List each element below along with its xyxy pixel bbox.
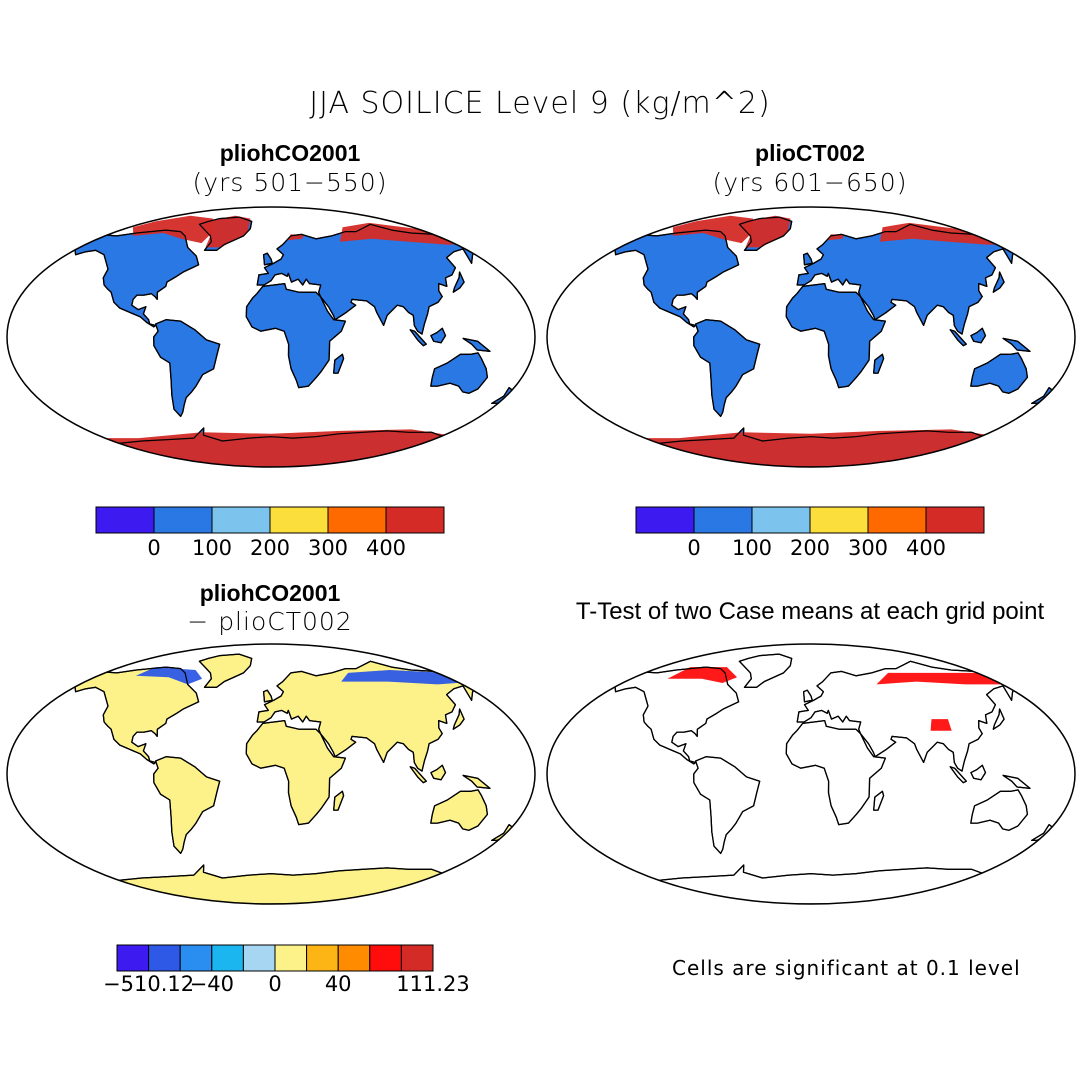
colorbar-swatch [925, 506, 985, 534]
panel-title-top-right: plioCT002 [755, 140, 865, 166]
map-frame [546, 206, 1076, 468]
land-south-america [153, 756, 221, 855]
land-south-america [693, 319, 761, 418]
colorbar-swatch [635, 506, 695, 534]
ice-arctic-canada [132, 215, 214, 244]
colorbar-tick-label: 200 [249, 536, 291, 560]
panel-title-bottom-left: pliohCO2001 [199, 580, 341, 606]
colorbar-tick-label: 111.23 [396, 972, 470, 996]
land-south-america [693, 756, 761, 855]
colorbar-ticks-top-left: 0 100 200 300 400 [96, 536, 444, 562]
land-north-america [72, 229, 200, 328]
colorbar-swatch [242, 944, 276, 972]
panel-subtitle-top-left: (yrs 501−550) [192, 168, 388, 197]
sig-canada [667, 667, 738, 683]
colorbar-tick-label: 100 [191, 536, 233, 560]
colorbar-swatch [751, 506, 811, 534]
colorbar-swatch [211, 944, 244, 972]
colorbar-swatch [211, 506, 271, 534]
ice-greenland [203, 215, 251, 248]
map-bottom-right [546, 643, 1076, 905]
colorbar-tick-label: 0 [268, 972, 282, 996]
colorbar-tick-label: 100 [731, 536, 773, 560]
colorbar-swatch [385, 506, 445, 534]
colorbar-swatch [400, 944, 434, 972]
map-top-right [546, 206, 1076, 468]
colorbar-ticks-top-right: 0 100 200 300 400 [636, 536, 984, 562]
colorbar-bottom-left [116, 944, 434, 972]
colorbar-swatch [809, 506, 869, 534]
panel-title-top-left: pliohCO2001 [219, 140, 361, 166]
colorbar-top-right [635, 506, 985, 534]
ice-arctic-canada [672, 215, 754, 244]
land-north-america [612, 229, 740, 328]
colorbar-ticks-bottom-left: −510.12 −40 0 40 111.23 [103, 972, 470, 998]
ice-diff-canada [135, 667, 203, 685]
sig-tibet [930, 719, 952, 731]
colorbar-swatch [327, 506, 387, 534]
map-bottom-left [6, 643, 536, 905]
colorbar-swatch [693, 506, 753, 534]
colorbar-swatch [148, 944, 181, 972]
colorbar-tick-label: 40 [324, 972, 352, 996]
map-top-left [6, 206, 536, 468]
colorbar-swatch [369, 944, 402, 972]
map-frame [6, 643, 536, 905]
figure-title: JJA SOILICE Level 9 (kg/m^2) [309, 86, 771, 121]
colorbar-tick-label: −40 [189, 972, 234, 996]
colorbar-tick-label: 300 [307, 536, 349, 560]
colorbar-swatch [306, 944, 339, 972]
map-frame [546, 643, 1076, 905]
colorbar-swatch [153, 506, 213, 534]
colorbar-tick-label: 300 [847, 536, 889, 560]
colorbar-tick-label: 0 [147, 536, 161, 560]
colorbar-swatch [337, 944, 371, 972]
significance-note: Cells are significant at 0.1 level [672, 956, 1021, 980]
colorbar-tick-label: 400 [365, 536, 407, 560]
panel-title-bottom-right: T-Test of two Case means at each grid po… [575, 598, 1045, 625]
colorbar-swatch [179, 944, 213, 972]
colorbar-swatch [274, 944, 308, 972]
colorbar-top-left [95, 506, 445, 534]
colorbar-swatch [116, 944, 150, 972]
panel-subtitle-top-right: (yrs 601−650) [712, 168, 908, 197]
colorbar-tick-label: 400 [905, 536, 947, 560]
land-north-america [72, 666, 200, 765]
map-frame [6, 206, 536, 468]
ice-greenland [743, 215, 791, 248]
land-africa [785, 719, 887, 826]
land-south-america [153, 319, 221, 418]
colorbar-tick-label: 200 [789, 536, 831, 560]
panel-subtitle-bottom-left: − plioCT002 [187, 607, 353, 636]
colorbar-tick-label: −510.12 [103, 972, 195, 996]
colorbar-swatch [867, 506, 927, 534]
colorbar-tick-label: 0 [687, 536, 701, 560]
colorbar-swatch [269, 506, 329, 534]
colorbar-swatch [95, 506, 155, 534]
